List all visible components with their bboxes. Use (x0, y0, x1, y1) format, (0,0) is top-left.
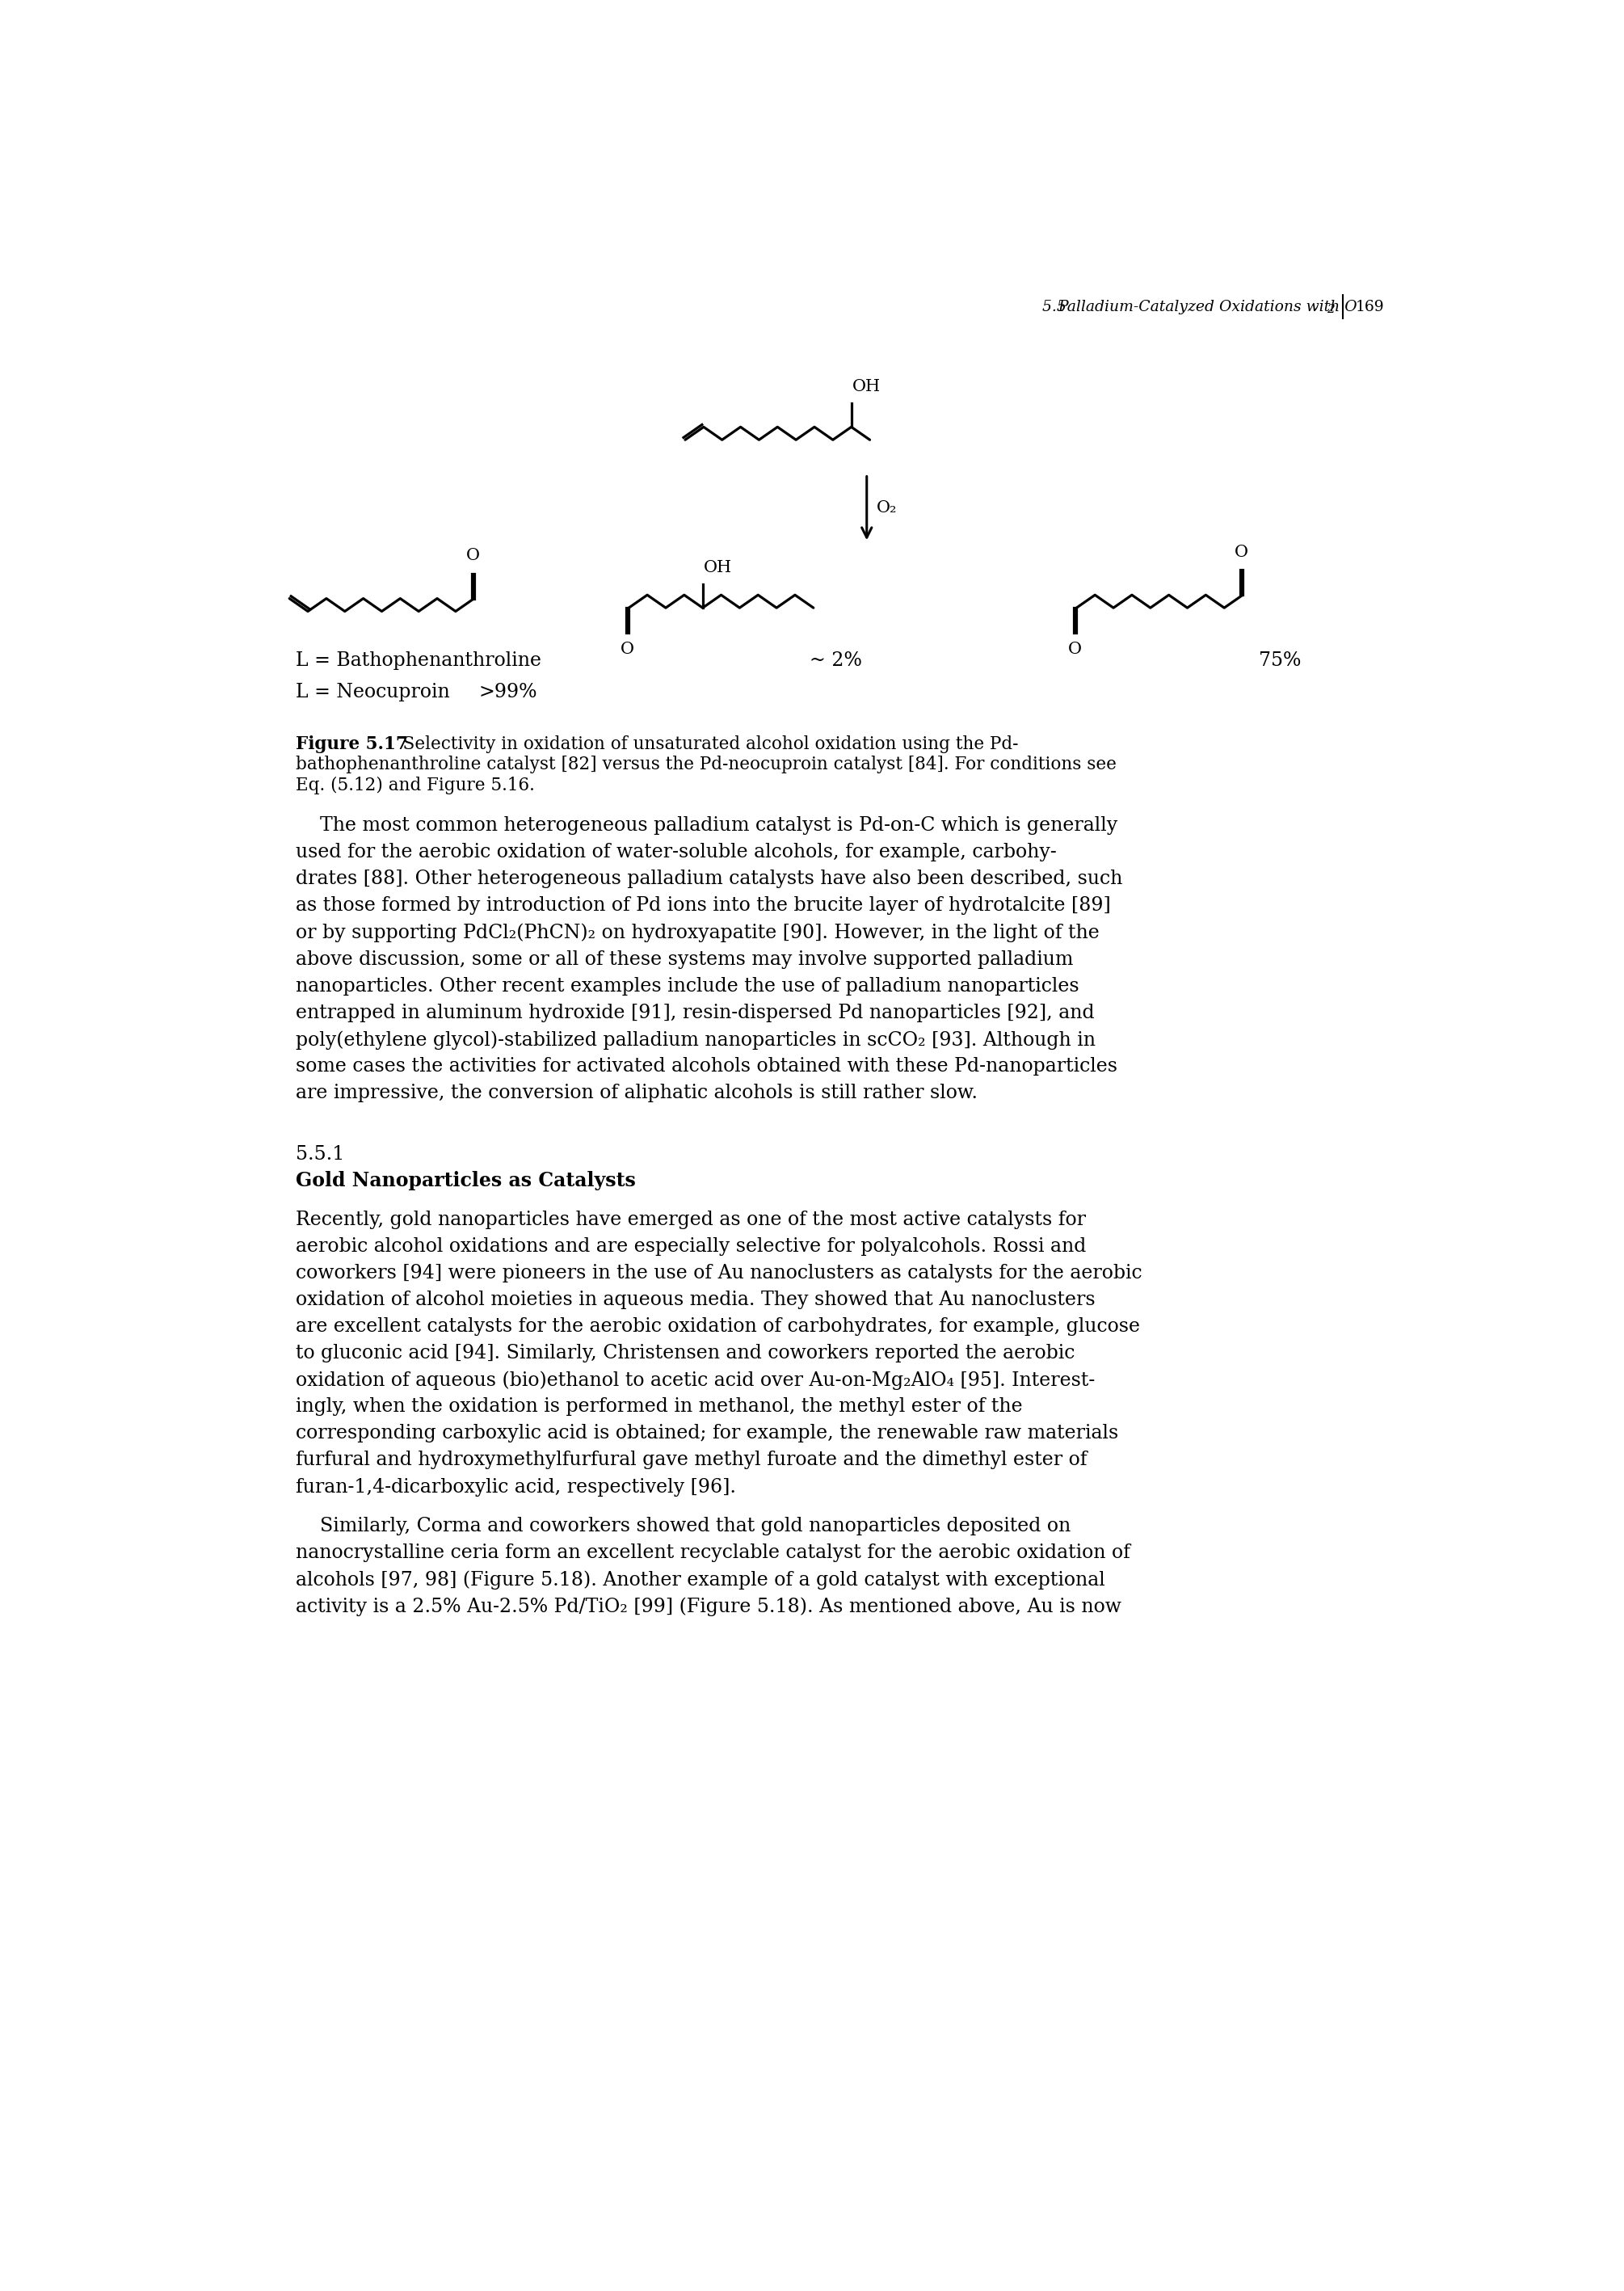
Text: Selectivity in oxidation of unsaturated alcohol oxidation using the Pd-: Selectivity in oxidation of unsaturated … (387, 735, 1018, 754)
Text: Eq. (5.12) and Figure 5.16.: Eq. (5.12) and Figure 5.16. (296, 777, 534, 795)
Text: O: O (620, 641, 635, 658)
Text: activity is a 2.5% Au-2.5% Pd/TiO₂ [99] (Figure 5.18). As mentioned above, Au is: activity is a 2.5% Au-2.5% Pd/TiO₂ [99] … (296, 1597, 1122, 1615)
Text: some cases the activities for activated alcohols obtained with these Pd-nanopart: some cases the activities for activated … (296, 1056, 1117, 1077)
Text: nanocrystalline ceria form an excellent recyclable catalyst for the aerobic oxid: nanocrystalline ceria form an excellent … (296, 1544, 1130, 1562)
Text: O: O (1069, 641, 1082, 658)
Text: above discussion, some or all of these systems may involve supported palladium: above discussion, some or all of these s… (296, 951, 1073, 969)
Text: 5.5.1: 5.5.1 (296, 1146, 344, 1164)
Text: 2: 2 (1327, 305, 1335, 316)
Text: entrapped in aluminum hydroxide [91], resin-dispersed Pd nanoparticles [92], and: entrapped in aluminum hydroxide [91], re… (296, 1003, 1095, 1022)
Text: >99%: >99% (479, 683, 538, 701)
Text: oxidation of alcohol moieties in aqueous media. They showed that Au nanoclusters: oxidation of alcohol moieties in aqueous… (296, 1290, 1095, 1308)
Text: ~ 2%: ~ 2% (809, 651, 862, 669)
Text: to gluconic acid [94]. Similarly, Christensen and coworkers reported the aerobic: to gluconic acid [94]. Similarly, Christ… (296, 1345, 1075, 1363)
Text: 5.5: 5.5 (1043, 300, 1075, 314)
Text: are impressive, the conversion of aliphatic alcohols is still rather slow.: are impressive, the conversion of alipha… (296, 1084, 978, 1102)
Text: corresponding carboxylic acid is obtained; for example, the renewable raw materi: corresponding carboxylic acid is obtaine… (296, 1425, 1119, 1443)
Text: Similarly, Corma and coworkers showed that gold nanoparticles deposited on: Similarly, Corma and coworkers showed th… (296, 1517, 1070, 1535)
Text: or by supporting PdCl₂(PhCN)₂ on hydroxyapatite [90]. However, in the light of t: or by supporting PdCl₂(PhCN)₂ on hydroxy… (296, 923, 1099, 942)
Text: OH: OH (853, 380, 880, 394)
Text: O: O (1234, 545, 1249, 559)
Text: oxidation of aqueous (bio)ethanol to acetic acid over Au-on-Mg₂AlO₄ [95]. Intere: oxidation of aqueous (bio)ethanol to ace… (296, 1370, 1095, 1391)
Text: Palladium-Catalyzed Oxidations with O: Palladium-Catalyzed Oxidations with O (1057, 300, 1358, 314)
Text: L = Neocuproin: L = Neocuproin (296, 683, 450, 701)
Text: used for the aerobic oxidation of water-soluble alcohols, for example, carbohy-: used for the aerobic oxidation of water-… (296, 843, 1057, 861)
Text: are excellent catalysts for the aerobic oxidation of carbohydrates, for example,: are excellent catalysts for the aerobic … (296, 1317, 1140, 1336)
Text: O₂: O₂ (877, 502, 898, 515)
Text: 75%: 75% (1259, 651, 1301, 669)
Text: Recently, gold nanoparticles have emerged as one of the most active catalysts fo: Recently, gold nanoparticles have emerge… (296, 1210, 1086, 1228)
Text: furan-1,4-dicarboxylic acid, respectively [96].: furan-1,4-dicarboxylic acid, respectivel… (296, 1478, 736, 1496)
Text: aerobic alcohol oxidations and are especially selective for polyalcohols. Rossi : aerobic alcohol oxidations and are espec… (296, 1237, 1086, 1255)
Text: bathophenanthroline catalyst [82] versus the Pd-neocuproin catalyst [84]. For co: bathophenanthroline catalyst [82] versus… (296, 756, 1116, 774)
Text: L = Bathophenanthroline: L = Bathophenanthroline (296, 651, 541, 669)
Text: Gold Nanoparticles as Catalysts: Gold Nanoparticles as Catalysts (296, 1171, 635, 1191)
Text: ingly, when the oxidation is performed in methanol, the methyl ester of the: ingly, when the oxidation is performed i… (296, 1398, 1023, 1416)
Text: poly(ethylene glycol)-stabilized palladium nanoparticles in scCO₂ [93]. Although: poly(ethylene glycol)-stabilized palladi… (296, 1031, 1096, 1049)
Text: nanoparticles. Other recent examples include the use of palladium nanoparticles: nanoparticles. Other recent examples inc… (296, 976, 1078, 994)
Text: O: O (466, 548, 479, 564)
Text: Figure 5.17: Figure 5.17 (296, 735, 408, 754)
Text: 169: 169 (1354, 300, 1384, 314)
Text: coworkers [94] were pioneers in the use of Au nanoclusters as catalysts for the : coworkers [94] were pioneers in the use … (296, 1265, 1142, 1283)
Text: OH: OH (703, 559, 732, 575)
Text: drates [88]. Other heterogeneous palladium catalysts have also been described, s: drates [88]. Other heterogeneous palladi… (296, 871, 1122, 889)
Text: alcohols [97, 98] (Figure 5.18). Another example of a gold catalyst with excepti: alcohols [97, 98] (Figure 5.18). Another… (296, 1569, 1104, 1590)
Text: as those formed by introduction of Pd ions into the brucite layer of hydrotalcit: as those formed by introduction of Pd io… (296, 896, 1111, 914)
Text: The most common heterogeneous palladium catalyst is Pd-on-C which is generally: The most common heterogeneous palladium … (296, 816, 1117, 834)
Text: furfural and hydroxymethylfurfural gave methyl furoate and the dimethyl ester of: furfural and hydroxymethylfurfural gave … (296, 1450, 1086, 1469)
